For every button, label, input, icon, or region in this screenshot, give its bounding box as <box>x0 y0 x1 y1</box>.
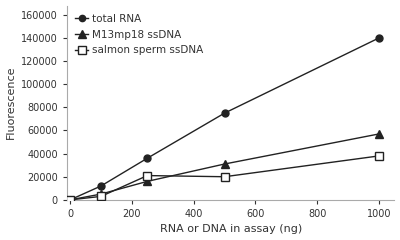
salmon sperm ssDNA <box>376 155 381 157</box>
salmon sperm ssDNA <box>145 174 150 177</box>
total RNA <box>98 185 103 187</box>
total RNA <box>222 112 227 114</box>
Line: total RNA: total RNA <box>67 35 382 203</box>
Line: M13mp18 ssDNA: M13mp18 ssDNA <box>66 130 383 204</box>
total RNA <box>145 157 150 160</box>
M13mp18 ssDNA <box>145 180 150 183</box>
M13mp18 ssDNA <box>68 198 72 201</box>
salmon sperm ssDNA <box>98 195 103 198</box>
M13mp18 ssDNA <box>98 193 103 196</box>
Line: salmon sperm ssDNA: salmon sperm ssDNA <box>66 152 383 204</box>
M13mp18 ssDNA <box>222 162 227 165</box>
salmon sperm ssDNA <box>222 175 227 178</box>
Legend: total RNA, M13mp18 ssDNA, salmon sperm ssDNA: total RNA, M13mp18 ssDNA, salmon sperm s… <box>72 11 206 59</box>
X-axis label: RNA or DNA in assay (ng): RNA or DNA in assay (ng) <box>160 224 302 234</box>
total RNA <box>376 36 381 39</box>
M13mp18 ssDNA <box>376 132 381 135</box>
Y-axis label: Fluorescence: Fluorescence <box>6 66 16 139</box>
total RNA <box>68 198 72 201</box>
salmon sperm ssDNA <box>68 198 72 201</box>
